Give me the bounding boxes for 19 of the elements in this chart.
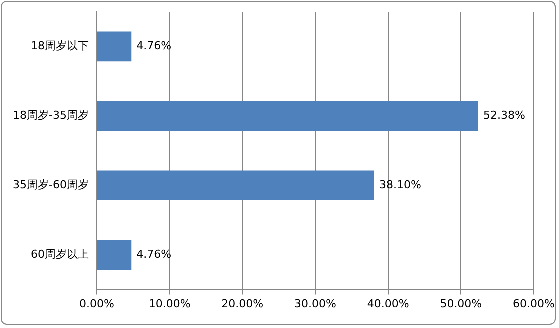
- data-label: 52.38%: [483, 109, 526, 122]
- bar: [97, 101, 478, 132]
- y-tick-label: 18周岁以下: [30, 40, 89, 53]
- y-tick-label: 18周岁-35周岁: [12, 109, 89, 122]
- x-tick-label: 10.00%: [148, 297, 191, 310]
- y-tick-label: 60周岁以上: [30, 248, 89, 261]
- x-tick-label: 20.00%: [222, 297, 264, 310]
- data-label: 4.76%: [136, 40, 172, 53]
- x-tick-label: 30.00%: [294, 297, 336, 310]
- x-tick-label: 50.00%: [440, 297, 482, 310]
- x-tick-label: 40.00%: [367, 297, 410, 310]
- x-tick-label: 0.00%: [79, 297, 114, 310]
- y-tick-label: 35周岁-60周岁: [12, 178, 89, 192]
- bar: [97, 240, 132, 270]
- data-label: 4.76%: [136, 248, 172, 261]
- data-label: 38.10%: [379, 178, 422, 192]
- bar: [97, 170, 374, 201]
- x-tick-label: 60.00%: [513, 297, 555, 310]
- bar: [97, 32, 132, 62]
